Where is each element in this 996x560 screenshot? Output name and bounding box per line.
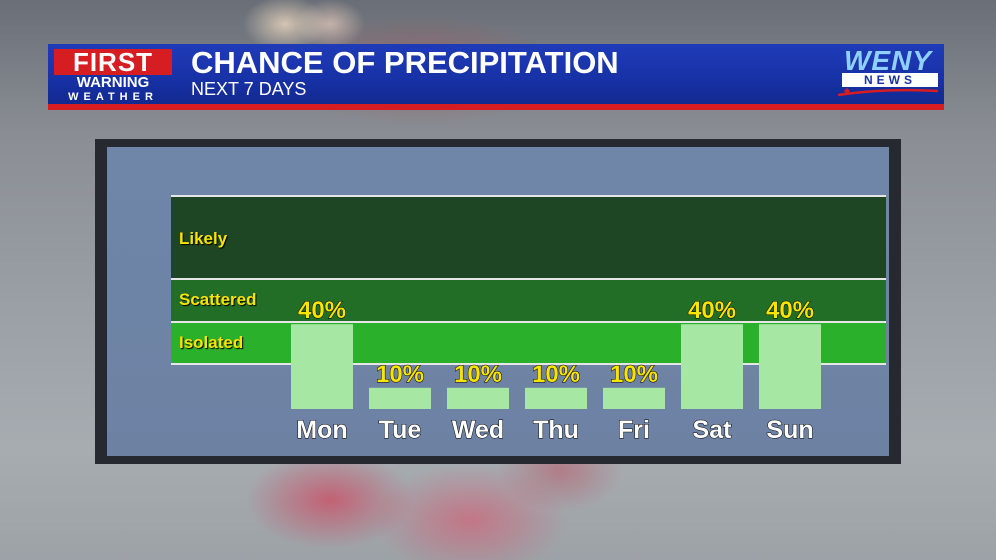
precipitation-bar-chart: 40% Mon 10% Tue 10% Wed 10% Thu 10% Fri 40% Sat 40% S… <box>291 297 821 445</box>
page-title: CHANCE OF PRECIPITATION <box>191 45 619 80</box>
weny-news-logo: WENY NEWS <box>832 45 940 97</box>
day-label-thu: Thu <box>533 416 579 444</box>
swoosh-icon <box>837 88 939 97</box>
value-label-fri: 10% <box>610 361 658 388</box>
logo-warning-text: WARNING <box>76 74 150 91</box>
bar-fri <box>603 387 665 409</box>
bar-thu <box>525 387 587 409</box>
page-subtitle: NEXT 7 DAYS <box>191 79 307 99</box>
zone-label-isolated: Isolated <box>179 333 244 352</box>
bar-wed <box>447 387 509 409</box>
chart-area: Likely Scattered Isolated <box>107 147 889 456</box>
zone-scattered: Scattered <box>171 280 886 323</box>
value-label-thu: 10% <box>532 361 580 388</box>
value-label-sun: 40% <box>766 297 814 324</box>
zone-likely: Likely <box>171 195 886 280</box>
day-label-sun: Sun <box>766 416 813 444</box>
day-label-mon: Mon <box>296 416 347 444</box>
logo-weather-text: WEATHER <box>68 91 158 103</box>
day-label-fri: Fri <box>618 416 650 444</box>
bar-tue <box>369 387 431 409</box>
zone-label-likely: Likely <box>179 229 228 248</box>
bar-mon <box>291 324 353 409</box>
zone-label-scattered: Scattered <box>179 290 257 309</box>
day-label-sat: Sat <box>693 416 733 444</box>
bar-sat <box>681 324 743 409</box>
first-warning-weather-logo: FIRST WARNING WEATHER <box>54 49 172 103</box>
day-label-tue: Tue <box>379 416 422 444</box>
bar-sun <box>759 324 821 409</box>
chart-panel: Likely Scattered Isolated <box>95 139 901 464</box>
station-name: WENY <box>844 45 932 76</box>
station-sub: NEWS <box>842 73 938 87</box>
value-label-mon: 40% <box>298 297 346 324</box>
value-label-sat: 40% <box>688 297 736 324</box>
logo-first-text: FIRST <box>54 49 172 75</box>
header-banner: FIRST WARNING WEATHER CHANCE OF PRECIPIT… <box>48 44 944 110</box>
value-label-wed: 10% <box>454 361 502 388</box>
day-label-wed: Wed <box>452 416 504 444</box>
value-label-tue: 10% <box>376 361 424 388</box>
